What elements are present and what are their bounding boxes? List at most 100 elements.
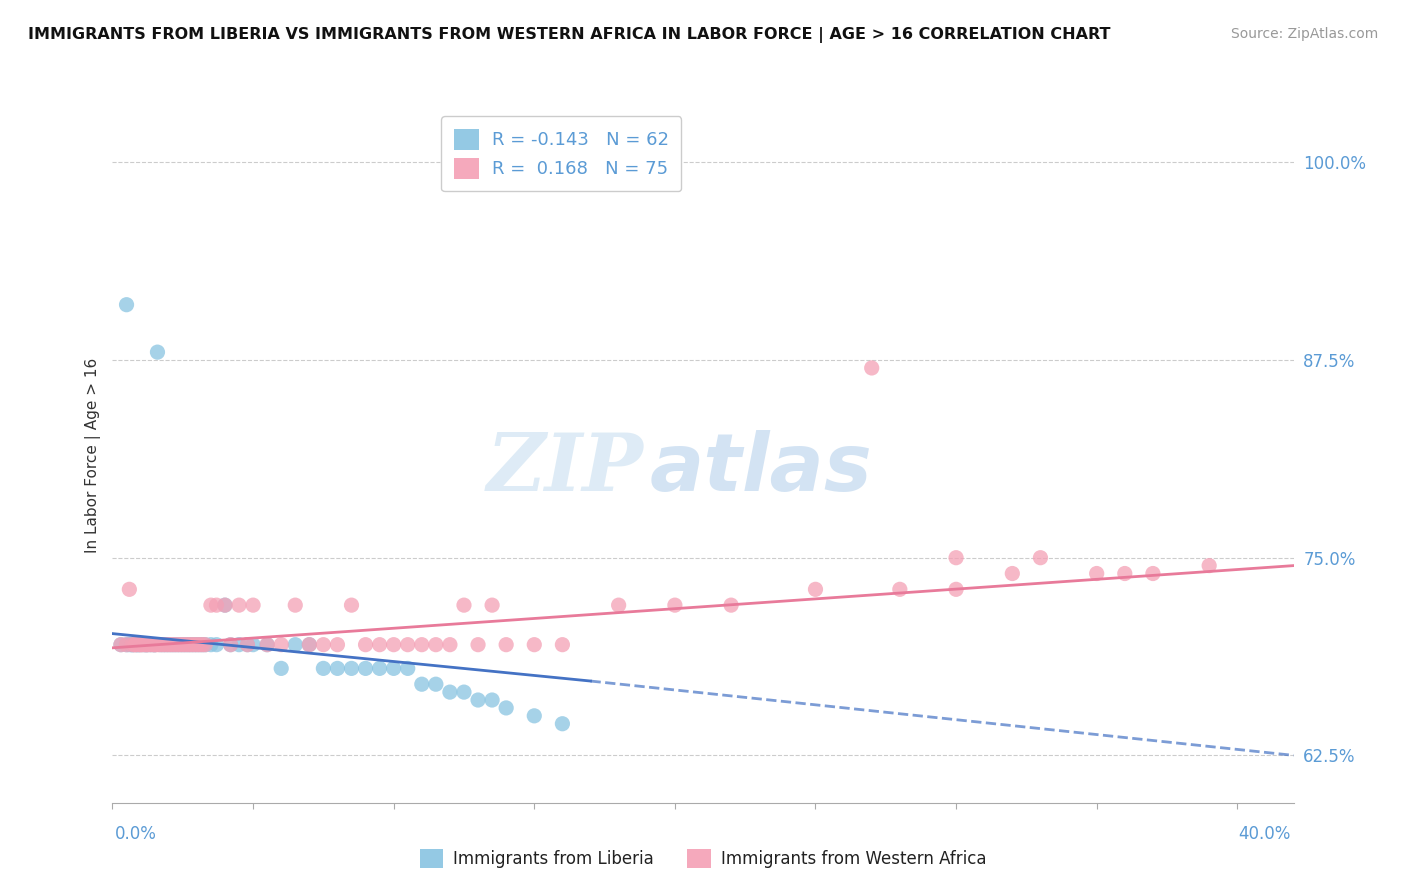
Y-axis label: In Labor Force | Age > 16: In Labor Force | Age > 16 [86, 358, 101, 552]
Text: 40.0%: 40.0% [1239, 825, 1291, 843]
Point [194, 638, 217, 652]
Point [256, 638, 278, 652]
Point [382, 661, 405, 675]
Point [121, 638, 143, 652]
Point [523, 638, 546, 652]
Point [298, 638, 321, 652]
Point [155, 638, 177, 652]
Point [121, 638, 143, 652]
Point [326, 638, 349, 652]
Point [160, 638, 183, 652]
Point [155, 638, 177, 652]
Point [138, 638, 160, 652]
Point [186, 638, 208, 652]
Point [312, 661, 335, 675]
Point [127, 638, 149, 652]
Text: atlas: atlas [650, 430, 873, 508]
Point [135, 638, 157, 652]
Point [183, 638, 205, 652]
Point [1142, 566, 1164, 581]
Point [1029, 550, 1052, 565]
Point [270, 638, 292, 652]
Point [1001, 566, 1024, 581]
Point [453, 685, 475, 699]
Point [143, 638, 166, 652]
Point [188, 638, 211, 652]
Point [236, 638, 259, 652]
Point [396, 638, 419, 652]
Point [129, 638, 152, 652]
Point [135, 638, 157, 652]
Point [270, 661, 292, 675]
Point [141, 638, 163, 652]
Point [664, 598, 686, 612]
Point [425, 638, 447, 652]
Point [149, 638, 172, 652]
Point [118, 638, 141, 652]
Point [228, 638, 250, 652]
Point [439, 685, 461, 699]
Point [174, 638, 197, 652]
Point [177, 638, 200, 652]
Point [228, 598, 250, 612]
Point [127, 638, 149, 652]
Point [256, 638, 278, 652]
Point [205, 638, 228, 652]
Point [180, 638, 202, 652]
Point [152, 638, 174, 652]
Point [149, 638, 172, 652]
Point [340, 598, 363, 612]
Point [160, 638, 183, 652]
Point [121, 638, 143, 652]
Point [129, 638, 152, 652]
Point [115, 298, 138, 312]
Point [219, 638, 242, 652]
Point [157, 638, 180, 652]
Point [124, 638, 146, 652]
Point [163, 638, 186, 652]
Text: ZIP: ZIP [486, 430, 644, 508]
Point [169, 638, 191, 652]
Point [495, 638, 517, 652]
Point [551, 638, 574, 652]
Point [236, 638, 259, 652]
Text: Source: ZipAtlas.com: Source: ZipAtlas.com [1230, 27, 1378, 41]
Point [186, 638, 208, 652]
Point [115, 638, 138, 652]
Point [720, 598, 742, 612]
Point [1085, 566, 1108, 581]
Point [169, 638, 191, 652]
Point [1198, 558, 1220, 573]
Point [205, 598, 228, 612]
Point [1114, 566, 1136, 581]
Point [163, 638, 186, 652]
Point [242, 598, 264, 612]
Point [127, 638, 149, 652]
Point [110, 638, 132, 652]
Point [326, 661, 349, 675]
Point [439, 638, 461, 652]
Point [368, 661, 391, 675]
Text: 0.0%: 0.0% [115, 825, 157, 843]
Point [467, 693, 489, 707]
Point [607, 598, 630, 612]
Point [495, 701, 517, 715]
Point [166, 638, 188, 652]
Point [174, 638, 197, 652]
Point [152, 638, 174, 652]
Point [143, 638, 166, 652]
Point [143, 638, 166, 652]
Point [411, 638, 433, 652]
Point [284, 638, 307, 652]
Point [219, 638, 242, 652]
Point [523, 708, 546, 723]
Point [200, 638, 222, 652]
Point [194, 638, 217, 652]
Point [188, 638, 211, 652]
Point [143, 638, 166, 652]
Point [146, 638, 169, 652]
Point [354, 661, 377, 675]
Point [138, 638, 160, 652]
Point [129, 638, 152, 652]
Point [146, 345, 169, 359]
